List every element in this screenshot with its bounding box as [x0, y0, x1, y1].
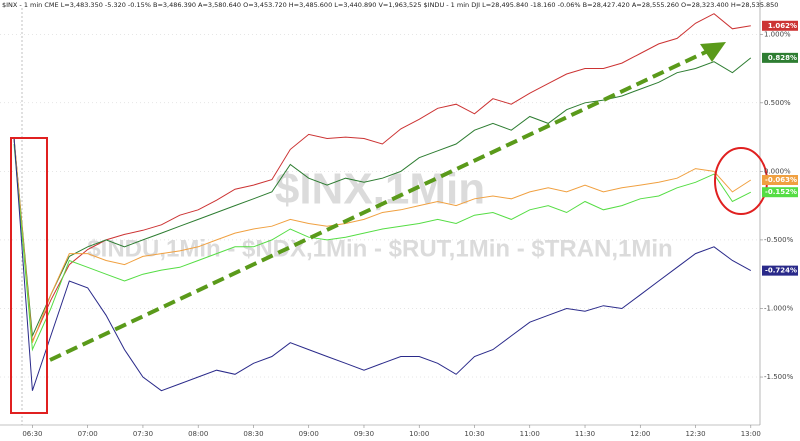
trend-arrow — [49, 48, 711, 362]
end-label: 1.062% — [768, 22, 797, 30]
series-line — [13, 137, 752, 343]
x-tick-label: 13:00 — [741, 430, 761, 438]
end-label-box — [762, 187, 798, 198]
y-tick-label: -0.500% — [764, 236, 794, 244]
end-label-box — [762, 265, 798, 276]
x-tick-label: 11:30 — [575, 430, 595, 438]
x-tick-label: 06:30 — [22, 430, 42, 438]
lines — [13, 13, 752, 392]
y-tick-label: -1.000% — [764, 304, 794, 312]
trend-arrow-head — [700, 42, 726, 62]
x-tick-label: 08:00 — [188, 430, 208, 438]
series-line — [13, 143, 752, 352]
watermark-sub: $INDU,1Min - $NDX,1Min - $RUT,1Min - $TR… — [87, 235, 672, 262]
x-tick-label: 12:30 — [685, 430, 705, 438]
x-tick-label: 10:00 — [409, 430, 429, 438]
end-label-box — [762, 52, 798, 63]
y-tick-label: -1.500% — [764, 373, 794, 381]
end-label: -0.152% — [765, 188, 797, 196]
series-line — [13, 13, 751, 344]
y-tick-label: 0.000% — [764, 167, 791, 175]
end-label: 0.828% — [768, 54, 797, 62]
series-line — [13, 57, 752, 338]
end-label: -0.063% — [765, 176, 797, 184]
y-tick-label: 1.000% — [764, 30, 791, 38]
x-tick-label: 07:00 — [78, 430, 98, 438]
x-tick-label: 12:00 — [630, 430, 650, 438]
x-tick-label: 08:30 — [243, 430, 263, 438]
x-tick-label: 11:00 — [520, 430, 540, 438]
end-label: -0.724% — [765, 267, 797, 275]
header-text: $INX - 1 min CME L=3,483.350 -5.320 -0.1… — [2, 1, 778, 9]
x-tick-label: 10:30 — [464, 430, 484, 438]
highlight-box — [10, 137, 48, 414]
x-tick-label: 09:00 — [299, 430, 319, 438]
end-label-box — [762, 175, 798, 186]
x-tick-label: 09:30 — [354, 430, 374, 438]
series-line — [13, 137, 752, 392]
end-label-box — [762, 20, 798, 31]
x-tick-label: 07:30 — [133, 430, 153, 438]
y-tick-label: 0.500% — [764, 99, 791, 107]
